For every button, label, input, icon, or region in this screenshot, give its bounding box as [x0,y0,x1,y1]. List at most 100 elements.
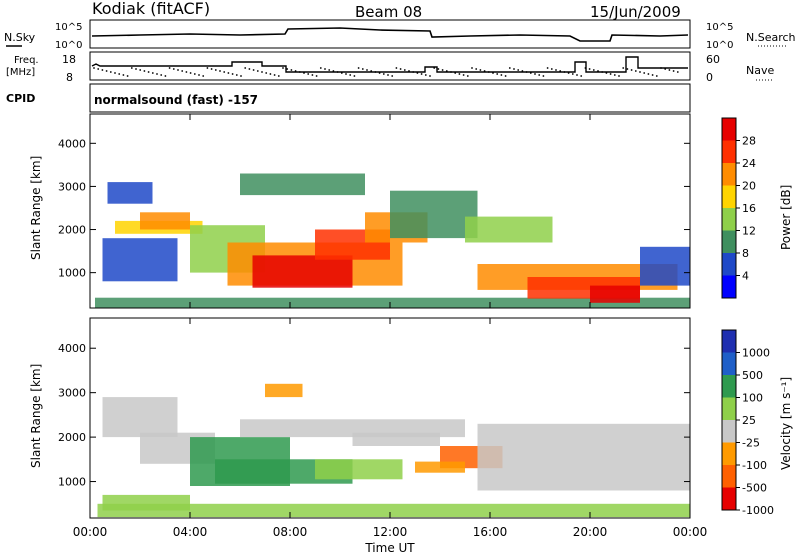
colorbar-tick-label: 12 [742,225,756,238]
nave-dot [529,72,532,74]
nave-dot [513,68,515,70]
nave-dot [508,67,511,69]
nave-dot [387,74,389,76]
y-tick-label: 1000 [58,476,86,489]
colorbar-segment [722,208,736,231]
nave-dot [466,75,469,77]
nave-dot [643,72,646,74]
y-tick-label: 1000 [58,267,86,280]
station-title: Kodiak (fitACF) [92,0,210,18]
nave-dot [538,74,541,76]
nave-dot [626,68,629,70]
y-tick-label: 3000 [58,387,86,400]
heatmap-cell [465,216,553,243]
nave-dot [181,70,184,72]
nave-dot [483,70,486,72]
nave-dot [223,71,226,73]
nave-dot [454,72,457,74]
nave-dot [160,74,163,76]
nave-dot [521,70,524,72]
nave-dot [450,71,452,73]
nave-dot [546,67,549,69]
nave-dot [193,73,196,75]
nave-dot [504,75,507,77]
heatmap-cell [477,423,690,491]
nave-dot [303,72,305,74]
heatmap-cell [640,246,690,286]
velocity-heatmap [97,383,690,518]
colorbar-segment [722,163,736,186]
colorbar-tick-label: 16 [742,202,756,215]
nave-dot [256,70,259,72]
nave-dot [559,70,562,72]
nave-dot [475,68,478,70]
nave-dot [214,69,217,71]
heatmap-cell [140,212,190,230]
nave-dot [219,70,221,72]
freq-unit: [MHz] [6,67,35,78]
heatmap-cell [252,255,353,288]
velocity-y-axis: 1000 2000 3000 4000 [58,342,690,489]
heatmap-cell [102,238,178,282]
nave-dot [584,67,587,69]
nave-dot [185,71,188,73]
nave-dot [298,71,301,73]
colorbar-tick-label: 100 [742,392,763,405]
nave-dot [261,71,263,73]
cpid-value: normalsound (fast) -157 [94,93,258,107]
velocity-colorbar: 1000 500 100 25 -25 -100 -500 -1000 [721,329,774,517]
nave-dot [676,71,679,73]
colorbar-segment [722,487,736,510]
nave-dot [252,69,255,71]
nave-dot [668,69,671,71]
nave-dot [618,75,620,77]
nave-dot [109,71,112,73]
nave-dot [399,68,402,70]
nave-dot [622,67,625,69]
nave-dot [412,71,415,73]
nave-dot [580,75,583,77]
beam-title: Beam 08 [355,3,422,21]
y-tick-label: 2000 [58,224,86,237]
nave-dot [101,69,104,71]
nave-dot [282,67,284,69]
nave-dot [630,69,633,71]
colorbar-segment [722,330,736,353]
cpid-label: CPID [6,92,35,105]
heatmap-cell [590,285,640,303]
colorbar-tick-label: -25 [742,437,760,450]
nave-dot [273,74,276,76]
nave-dot [118,73,121,75]
colorbar-tick-label: 1000 [742,347,770,360]
nave-dot [290,69,293,71]
nave-dot [286,68,289,70]
nave-dot [441,69,444,71]
nave-dot [601,71,604,73]
nave-dot [172,68,175,70]
nave-dot [357,67,360,69]
x-tick-label: 16:00 [473,525,508,539]
nsky-trace [91,27,689,42]
nave-dot [97,68,100,70]
nave-dot [408,70,410,72]
power-colorbar: 4 8 12 16 20 24 28 [721,117,756,299]
x-tick-label: 12:00 [373,525,408,539]
freq-tick-top: 18 [62,53,76,66]
nave-dot [403,69,406,71]
date-title: 15/Jun/2009 [590,3,681,21]
heatmap-cell [107,182,153,204]
nave-dot [429,75,431,77]
x-tick-label: 00:00 [73,525,108,539]
y-tick-label: 4000 [58,342,86,355]
x-tick-label: 08:00 [273,525,308,539]
nave-dot [420,73,423,75]
nave-dot [462,74,465,76]
power-heatmap [95,173,690,308]
nave-tick-top: 60 [706,53,720,66]
nave-dot [492,72,494,74]
nave-dot [265,72,268,74]
heatmap-cell [315,459,403,480]
nsearch-tick-top: 10^5 [706,22,733,33]
colorbar-tick-label: 24 [742,157,756,170]
nave-dot [210,68,213,70]
